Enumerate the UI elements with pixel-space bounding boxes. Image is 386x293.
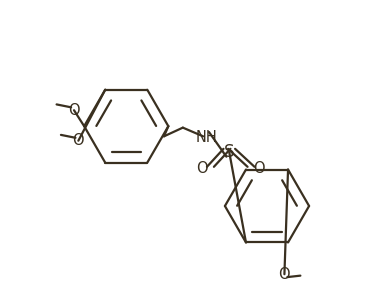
- Text: NH: NH: [195, 130, 217, 145]
- Text: S: S: [224, 143, 235, 161]
- Text: O: O: [68, 103, 80, 118]
- Text: O: O: [73, 133, 84, 148]
- Text: O: O: [253, 161, 265, 176]
- Text: O: O: [196, 161, 208, 176]
- Text: O: O: [279, 267, 290, 282]
